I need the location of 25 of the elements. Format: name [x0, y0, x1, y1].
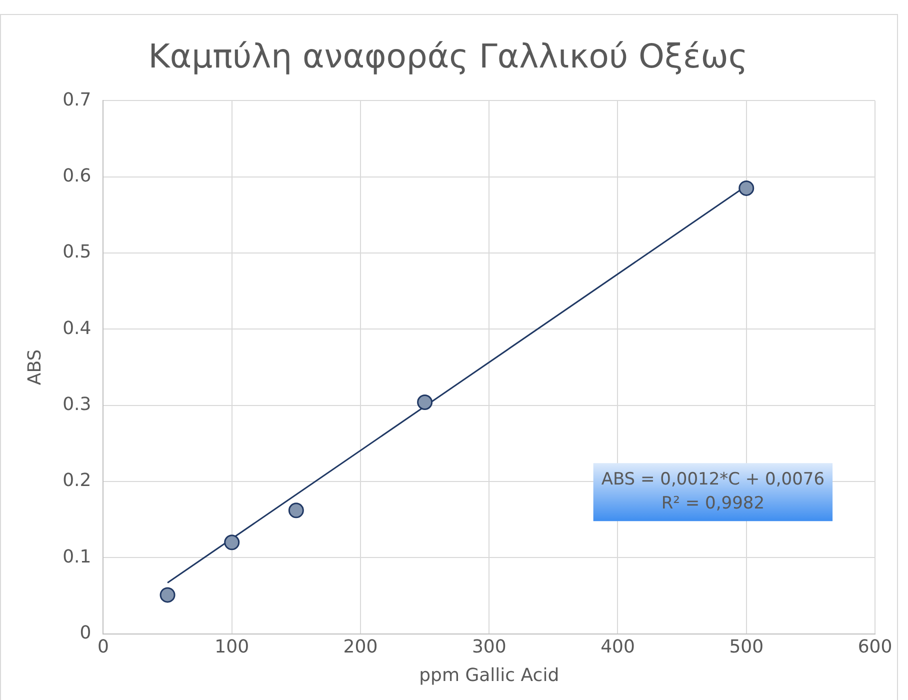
annotation: R² = 0,9982 — [661, 494, 765, 514]
y-tick-label: 0.2 — [62, 470, 92, 492]
x-tick-label: 300 — [472, 636, 506, 658]
x-axis-title: ppm Gallic Acid — [419, 664, 560, 686]
point — [417, 394, 433, 410]
annotation: ABS = 0,0012*C + 0,0076 — [601, 470, 825, 490]
y-tick-label: 0 — [80, 622, 92, 644]
chart-title: Καμπύλη αναφοράς Γαλλικού Οξέως — [148, 36, 748, 76]
y-tick-label: 0.7 — [62, 89, 92, 110]
point — [288, 502, 304, 518]
x-tick-label: 100 — [214, 636, 250, 658]
point — [160, 587, 176, 603]
x-tick-label: 500 — [729, 636, 764, 658]
y-tick-label: 0.5 — [62, 242, 92, 263]
point — [738, 180, 754, 196]
x-tick-label: 400 — [600, 636, 635, 658]
y-tick-label: 0.1 — [62, 546, 92, 568]
point — [224, 534, 240, 550]
x-tick-label: 200 — [343, 636, 378, 658]
x-tick-label: 600 — [858, 636, 892, 658]
y-tick-label: 0.6 — [62, 165, 92, 186]
y-tick-label: 0.4 — [62, 318, 92, 339]
y-tick-label: 0.3 — [62, 394, 92, 415]
y-axis-title: ABS — [24, 349, 46, 386]
x-tick-label: 0 — [98, 636, 109, 658]
